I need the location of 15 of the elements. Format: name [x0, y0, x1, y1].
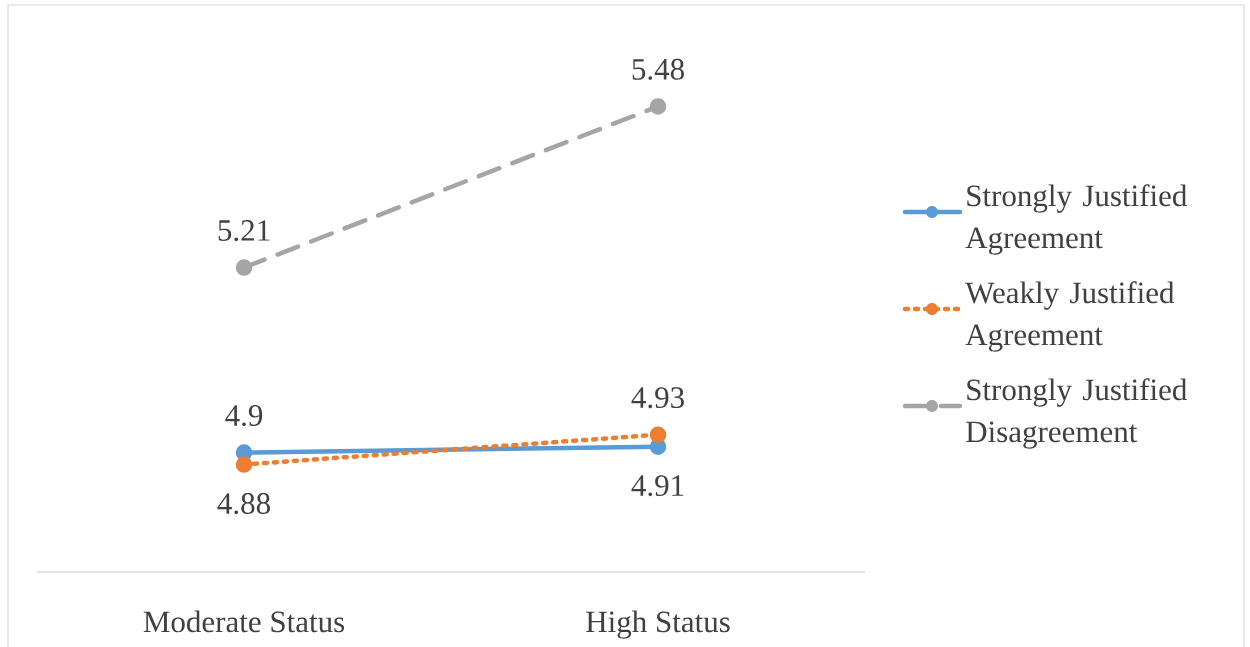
legend-label: Weakly Justified Agreement — [965, 281, 1175, 352]
legend-label: Strongly Justified Agreement — [965, 184, 1187, 255]
data-label: 4.91 — [631, 475, 684, 497]
point — [649, 98, 667, 115]
data-label: 5.48 — [632, 58, 684, 80]
data-label: 5.21 — [218, 220, 270, 242]
data-label: 4.9 — [225, 405, 263, 427]
point — [235, 456, 253, 473]
x-tick-label: High Status — [586, 610, 730, 639]
data-label: 4.93 — [631, 387, 684, 409]
point — [235, 259, 253, 276]
data-label: 4.88 — [217, 493, 270, 515]
x-tick-label: Moderate Status — [143, 610, 345, 633]
legend-label: Strongly Justified Disagreement — [966, 378, 1187, 449]
point — [649, 426, 667, 443]
